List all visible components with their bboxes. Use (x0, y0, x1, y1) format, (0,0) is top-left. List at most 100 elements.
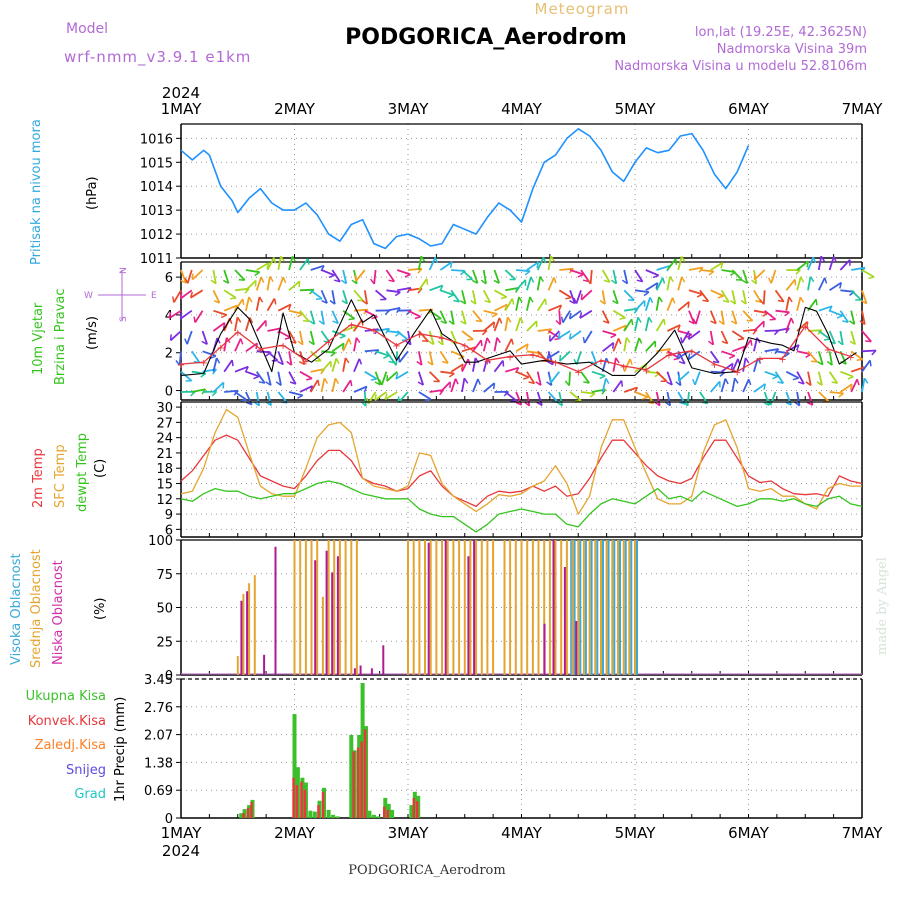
wind-barb (731, 269, 743, 281)
wind-barb-flag (309, 320, 315, 325)
wind-barb (223, 289, 237, 299)
wind-barb-flag (395, 372, 399, 380)
wind-barb-flag (448, 372, 455, 378)
wind-barb (688, 310, 696, 325)
wind-barb (288, 280, 301, 291)
wind-barb-flag (629, 358, 633, 365)
wind-barb (191, 350, 201, 364)
wind-barb (546, 350, 560, 360)
wind-gust-marker: + (733, 368, 741, 379)
wind-barb (850, 378, 859, 393)
wind-barb (694, 310, 701, 325)
wind-gust-marker: + (438, 334, 446, 345)
wind-barb (515, 370, 530, 379)
y-tick-label: 6 (165, 523, 173, 538)
pressure-panel: 1011 1012 1013 1014 1015 1016 (140, 123, 863, 267)
wind-barb-flag (518, 296, 523, 303)
wind-barb-flag (718, 320, 725, 326)
wind-barb (355, 269, 366, 282)
wind-barb-flag (768, 277, 772, 284)
wind-barb-flag (480, 340, 483, 347)
wind-barb-flag (560, 316, 564, 323)
wind-barb-flag (795, 344, 800, 351)
wind-barb-flag (871, 349, 877, 356)
wind-barb (245, 269, 260, 274)
wind-barb (547, 256, 552, 271)
wind-barb (374, 371, 382, 386)
wind-barb (861, 310, 866, 325)
wind-barb (331, 378, 337, 393)
wind-barb (179, 309, 193, 320)
wind-barb-flag (317, 379, 320, 386)
wind-barb (266, 257, 275, 271)
wind-barb (623, 386, 638, 393)
wind-barb-flag (391, 360, 397, 366)
wind-barb (547, 391, 559, 403)
wind-barb (450, 363, 464, 373)
y-tick-label: 75 (156, 568, 173, 583)
wind-barb (212, 269, 217, 284)
precip-bar (308, 810, 313, 818)
wind-barb-flag (724, 378, 729, 385)
wind-barb (601, 310, 610, 324)
wind-barb (386, 371, 398, 382)
wind-barb (375, 327, 390, 332)
wind-gust-marker: + (529, 351, 537, 362)
wind-barb (439, 350, 449, 364)
wind-barb (526, 276, 532, 291)
wind-barb-flag (772, 375, 779, 380)
wind-barb (397, 287, 412, 292)
precip-bar (292, 714, 297, 818)
wind-barb-flag (833, 256, 837, 263)
wind-barb-flag (544, 298, 548, 305)
wind-barb (537, 350, 549, 363)
y-tick-label: 6 (165, 271, 173, 286)
wind-barb-flag (286, 360, 292, 366)
wind-barb-flag (837, 340, 844, 346)
wind-barb-flag (282, 276, 287, 284)
wind-barb-flag (169, 334, 172, 341)
wind-barb-flag (820, 255, 826, 262)
wind-barb (461, 378, 466, 393)
y-tick-label: 21 (156, 447, 173, 462)
wind-barb-flag (384, 393, 388, 400)
wind-barb (775, 309, 790, 314)
wind-gust-marker: + (824, 345, 832, 356)
wind-barb (266, 276, 271, 291)
wind-barb-flag (748, 378, 752, 386)
y-tick-label: 9 (165, 508, 173, 523)
wind-barb-flag (746, 319, 753, 322)
wind-barb-flag (671, 297, 676, 304)
temp-series-line-0 (180, 434, 863, 508)
compass-s: S (119, 316, 129, 322)
wind-barb-flag (836, 315, 843, 319)
wind-barb (386, 307, 401, 312)
wind-barb (591, 370, 606, 377)
wind-barb-flag (242, 298, 245, 306)
wind-barb (796, 276, 802, 291)
wind-barb (186, 269, 193, 284)
wind-barb (709, 330, 715, 345)
x-tick-label-bottom: 2MAY (274, 824, 316, 842)
wind-barb (850, 350, 864, 361)
wind-barb-flag (568, 333, 572, 340)
wind-barb (428, 371, 441, 383)
wind-barb-flag (249, 317, 254, 324)
wind-barb (299, 258, 309, 271)
wind-barb (817, 371, 823, 386)
wind-barb-flag (849, 340, 856, 346)
wind-compass-icon: N W E S (84, 267, 157, 322)
wind-barb (309, 330, 315, 345)
wind-barb-flag (557, 332, 561, 339)
wind-barb-flag (458, 356, 465, 360)
wind-barb (397, 391, 409, 404)
wind-barb (550, 371, 561, 384)
wind-barb-flag (612, 300, 619, 305)
wind-gust-marker: + (177, 360, 185, 371)
precip-bar (371, 814, 376, 818)
wind-barb-flag (416, 360, 423, 366)
wind-barb (602, 341, 615, 353)
wind-barb-flag (712, 360, 720, 364)
wind-barb-flag (573, 297, 578, 304)
wind-barb-flag (171, 296, 175, 303)
